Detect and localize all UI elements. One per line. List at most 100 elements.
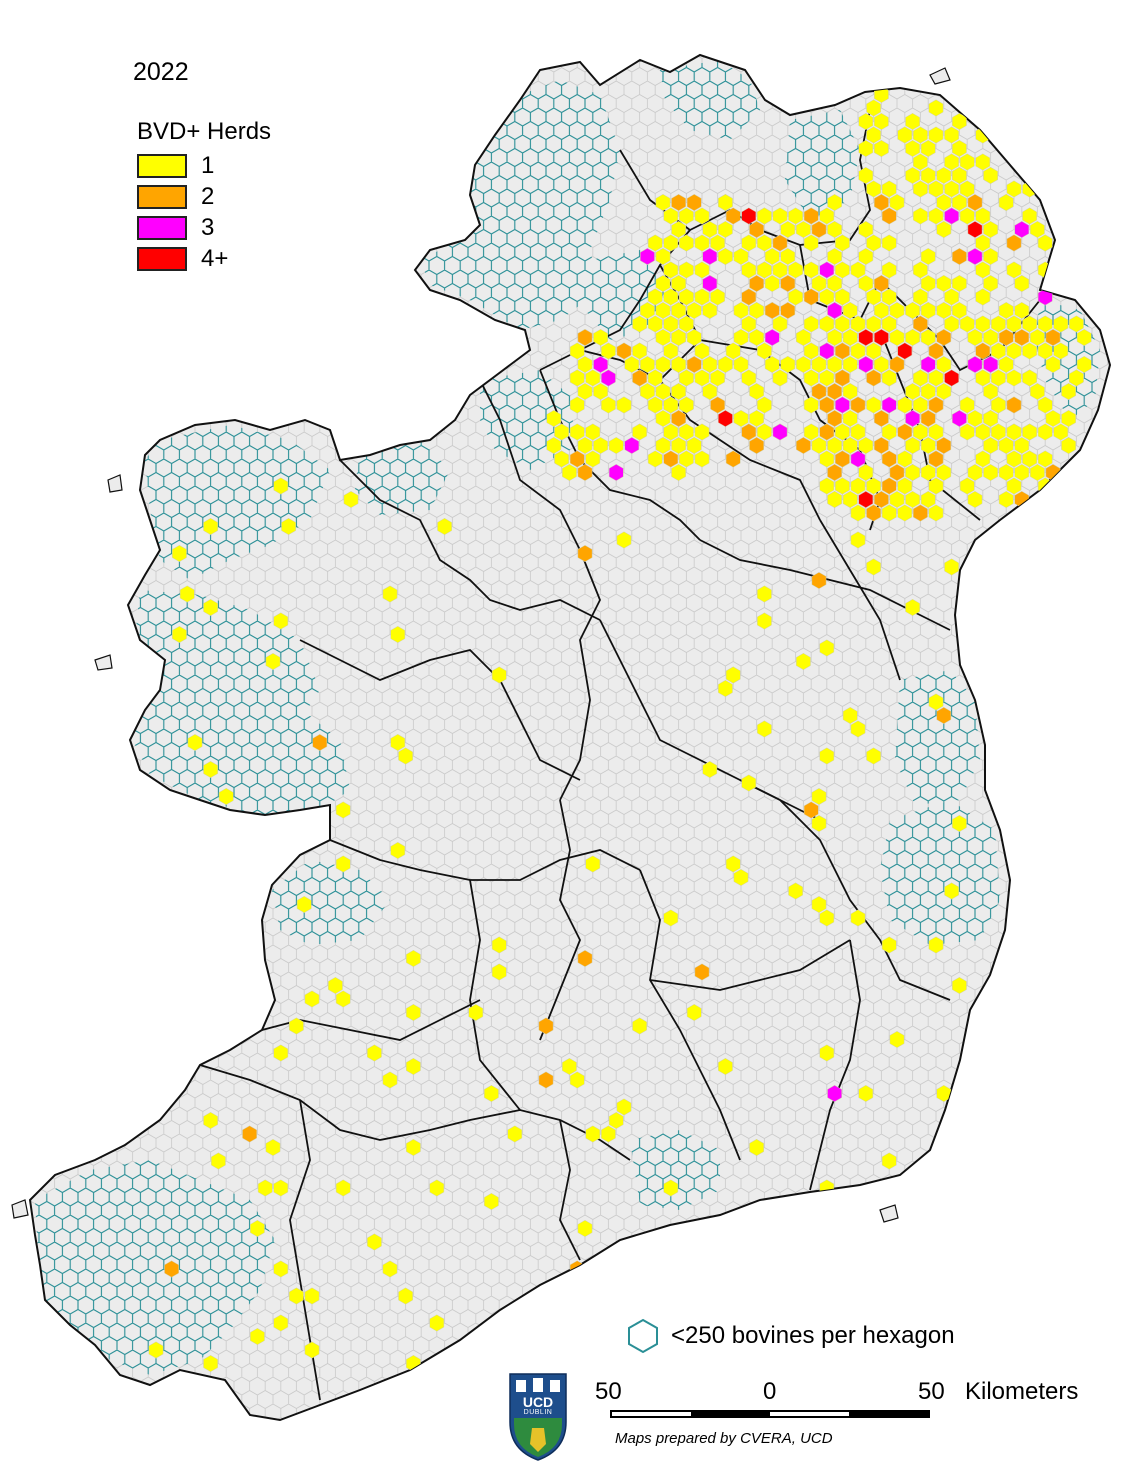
herd-hexagon [920,383,936,400]
herd-hexagon [827,302,842,319]
herd-hexagon [764,329,780,346]
herd-hexagon [164,990,179,1008]
herd-hexagon [655,248,671,265]
herd-hexagon [694,369,710,387]
herd-hexagon [1014,275,1030,292]
herd-hexagon [749,410,764,427]
herd-hexagon [1022,207,1037,225]
herd-hexagon [936,194,952,211]
herd-hexagon [1006,261,1022,279]
herd-hexagon [920,410,936,427]
herd-hexagon [679,261,694,279]
herd-hexagon [585,1125,601,1143]
herd-hexagon [991,396,1006,414]
bvd-positive-hexagons [148,86,1092,1413]
herd-hexagon [757,261,772,279]
herd-hexagon [944,369,959,387]
herd-hexagon [655,275,671,292]
herd-hexagon [663,207,679,225]
ucd-logo-text: UCD [522,1394,554,1410]
herd-hexagon [694,342,710,360]
herd-hexagon [889,329,905,346]
herd-hexagon [866,558,881,576]
herd-hexagon [585,450,601,468]
herd-hexagon [289,1287,304,1305]
herd-hexagon [273,1044,289,1062]
herd-hexagon [936,464,952,481]
herd-hexagon [928,99,944,117]
herd-hexagon [897,423,913,441]
herd-hexagon [920,275,936,292]
scale-mid-value: 0 [763,1378,777,1405]
herd-hexagon [1014,329,1030,346]
herd-hexagon [671,356,686,373]
herd-hexagon [975,207,991,225]
herd-hexagon [952,275,967,292]
ucd-crest-logo: UCD DUBLIN [508,1372,568,1462]
herd-hexagon [881,234,897,252]
herd-hexagon [655,383,671,400]
herd-hexagon [1037,450,1053,468]
herd-hexagon [850,315,866,333]
herd-hexagon [702,275,718,292]
herd-hexagon [928,693,944,711]
herd-hexagon [952,815,967,832]
herd-hexagon [398,747,413,765]
herd-hexagon [757,396,772,414]
herd-hexagon [569,369,585,387]
herd-hexagon [757,585,772,603]
herd-hexagon [811,383,827,400]
herd-hexagon [983,248,998,265]
herd-hexagon [913,126,928,144]
herd-hexagon [959,207,975,225]
herd-hexagon [944,558,959,576]
herd-hexagon [796,329,811,346]
herd-hexagon [897,450,913,468]
herd-hexagon [858,356,874,373]
herd-hexagon [718,248,733,265]
herd-hexagon [616,1098,632,1116]
herd-hexagon [749,383,764,400]
herd-hexagon [1045,167,1061,184]
herd-hexagon [913,153,928,171]
herd-hexagon [554,423,569,441]
herd-hexagon [835,369,850,387]
herd-hexagon [920,437,936,454]
herd-hexagon [1006,180,1022,198]
herd-hexagon [881,504,897,522]
herd-hexagon [1006,342,1022,360]
herd-hexagon [819,207,835,225]
herd-hexagon [850,477,866,495]
herd-hexagon [803,801,819,819]
herd-hexagon [842,356,858,373]
scale-unit: Kilometers [965,1378,1079,1405]
herd-hexagon [686,1004,702,1021]
herd-hexagon [702,221,718,238]
herd-hexagon [819,423,835,441]
herd-hexagon [624,437,640,454]
herd-hexagon [835,288,850,306]
herd-hexagon [179,801,195,819]
herd-hexagon [897,504,913,522]
scale-seg-4 [849,1412,928,1416]
herd-hexagon [702,356,718,373]
herd-hexagon [819,396,835,414]
herd-hexagon [819,909,835,927]
herd-hexagon [858,248,874,265]
herd-hexagon [952,140,967,157]
herd-hexagon [757,720,772,738]
herd-hexagon [718,1058,733,1075]
ucd-crest-icon [509,1373,567,1461]
herd-hexagon [733,329,749,346]
herd-hexagon [874,356,889,373]
herd-hexagon [577,1220,593,1237]
herd-hexagon [780,302,796,319]
legend-swatch-2 [137,184,187,209]
herd-hexagon [569,450,585,468]
herd-hexagon [655,302,671,319]
herd-hexagon [172,545,187,562]
herd-hexagon [936,167,952,184]
herd-hexagon [998,329,1014,346]
herd-hexagon [671,194,686,211]
